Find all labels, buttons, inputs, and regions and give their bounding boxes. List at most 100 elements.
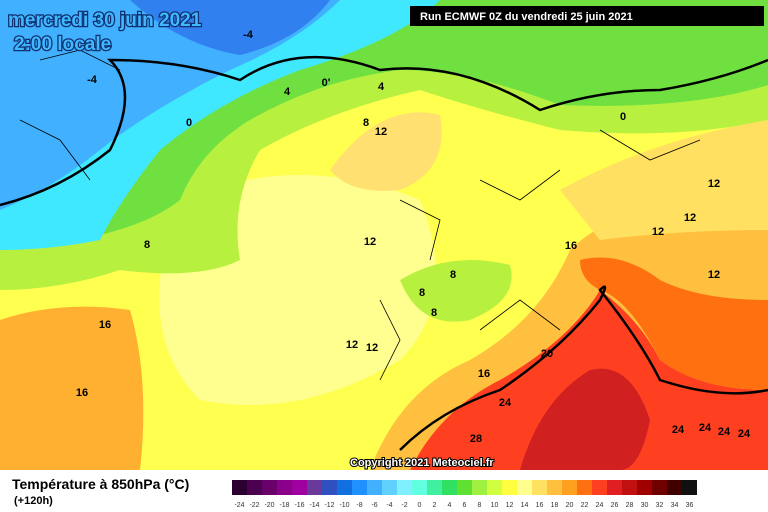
scale-label: -22: [249, 502, 259, 509]
scale-label: 28: [626, 502, 634, 509]
scale-label: 34: [671, 502, 679, 509]
color-swatch: [292, 480, 307, 495]
scale-label: -6: [371, 502, 377, 509]
scale-label: -8: [356, 502, 362, 509]
color-swatch: [637, 480, 652, 495]
contour-label: 16: [478, 368, 490, 380]
contour-label: 16: [99, 319, 111, 331]
scale-label: 22: [581, 502, 589, 509]
color-swatch: [277, 480, 292, 495]
color-swatch: [472, 480, 487, 495]
contours: [0, 49, 768, 451]
contour-label: 4: [284, 86, 291, 98]
legend-title: Température à 850hPa (°C): [12, 476, 189, 492]
color-swatch: [622, 480, 637, 495]
temperature-field: [0, 0, 768, 470]
color-swatch: [247, 480, 262, 495]
contour-label: 28: [470, 433, 482, 445]
contour-label: 24: [738, 428, 751, 440]
contour-label: -4: [87, 74, 98, 86]
contour-label: 8: [431, 307, 437, 319]
color-swatch: [577, 480, 592, 495]
scale-label: 26: [611, 502, 619, 509]
scale-label: -14: [309, 502, 319, 509]
contour-label: 4: [378, 81, 385, 93]
contour-label: 8: [450, 269, 456, 281]
color-swatch: [232, 480, 247, 495]
scale-label: -18: [279, 502, 289, 509]
contour-label: -4: [243, 29, 254, 41]
contour-label: 16: [76, 387, 88, 399]
scale-label: 4: [448, 502, 452, 509]
scale-label: 8: [478, 502, 482, 509]
scale-label: 24: [596, 502, 604, 509]
contour-label: 12: [708, 269, 720, 281]
contour-label: 24: [672, 424, 685, 436]
color-swatch: [607, 480, 622, 495]
color-swatch: [502, 480, 517, 495]
color-swatch: [367, 480, 382, 495]
color-swatch: [382, 480, 397, 495]
color-swatch: [262, 480, 277, 495]
color-swatch: [517, 480, 532, 495]
color-scale: -24 -22 -20 -18 -16 -14 -12 -10 -8 -6 -4 -2 0 2 4 6 8 10 1…: [232, 480, 697, 509]
color-swatch: [652, 480, 667, 495]
color-swatch: [352, 480, 367, 495]
scale-label: 36: [686, 502, 694, 509]
contour-label: 24: [499, 397, 512, 409]
scale-label: 2: [433, 502, 437, 509]
scale-label: 14: [521, 502, 529, 509]
color-swatch: [322, 480, 337, 495]
run-info: Run ECMWF 0Z du vendredi 25 juin 2021: [420, 11, 633, 23]
color-swatch: [592, 480, 607, 495]
scale-label: -24: [234, 502, 244, 509]
color-swatch: [427, 480, 442, 495]
color-swatch: [667, 480, 682, 495]
contour-label: 8: [144, 239, 150, 251]
scale-label: -20: [264, 502, 274, 509]
contour-label: 12: [346, 339, 358, 351]
contour-label: 16: [565, 240, 577, 252]
lead-time: (+120h): [14, 495, 53, 507]
scale-label: -12: [324, 502, 334, 509]
scale-label: 6: [463, 502, 467, 509]
scale-label: 32: [656, 502, 664, 509]
contour-label: 24: [699, 422, 712, 434]
scale-label: 10: [491, 502, 499, 509]
contour-label: 8: [363, 117, 369, 129]
contour-label: 12: [652, 226, 664, 238]
scale-label: 18: [551, 502, 559, 509]
color-swatch: [337, 480, 352, 495]
contour-label: 12: [364, 236, 376, 248]
contour-label: 0: [620, 111, 626, 123]
local-time: 2:00 locale: [14, 34, 111, 55]
scale-label: -10: [339, 502, 349, 509]
contour-label: 24: [718, 426, 731, 438]
copyright: Copyright 2021 Meteociel.fr: [350, 457, 494, 469]
contour-label: 0: [186, 117, 192, 129]
color-swatch: [547, 480, 562, 495]
contour-label: 12: [366, 342, 378, 354]
contour-label: 0': [322, 77, 331, 89]
contour-label: 20: [541, 348, 553, 360]
color-swatch: [307, 480, 322, 495]
scale-label: 20: [566, 502, 574, 509]
color-swatch: [532, 480, 547, 495]
color-swatch: [487, 480, 502, 495]
scale-label: 12: [506, 502, 514, 509]
contour-label: 12: [708, 178, 720, 190]
scale-label: 16: [536, 502, 544, 509]
color-swatch: [562, 480, 577, 495]
scale-label: 0: [418, 502, 422, 509]
scale-label: -16: [294, 502, 304, 509]
color-swatch: [682, 480, 697, 495]
contour-label: 8: [419, 287, 425, 299]
run-banner: [410, 6, 764, 26]
color-swatch: [397, 480, 412, 495]
color-swatch: [412, 480, 427, 495]
contour-label: 12: [684, 212, 696, 224]
scale-label: -2: [401, 502, 407, 509]
scale-label: -4: [386, 502, 392, 509]
